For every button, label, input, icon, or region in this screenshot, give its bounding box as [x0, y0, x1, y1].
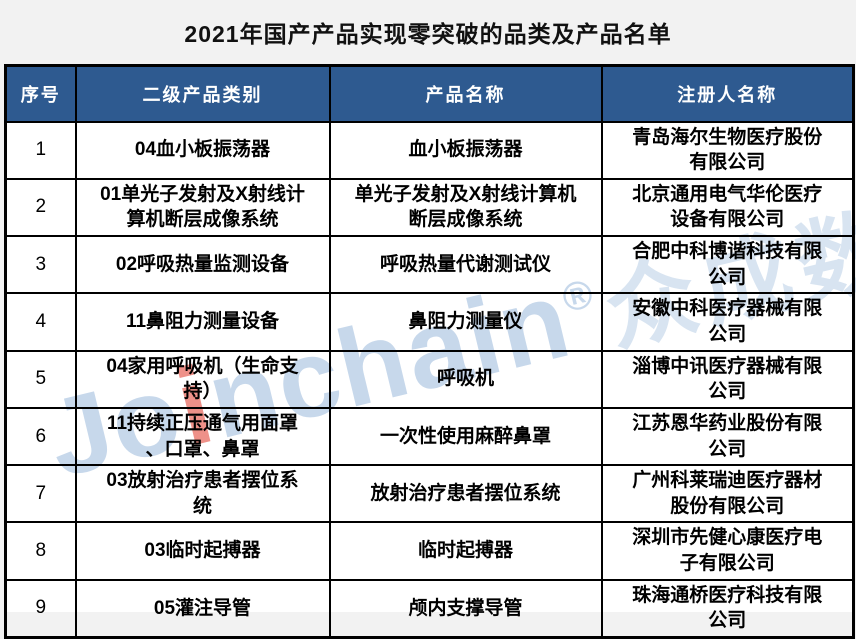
table-row: 6 11持续正压通气用面罩 、口罩、鼻罩 一次性使用麻醉鼻罩 江苏恩华药业股份有… [4, 406, 855, 467]
cell-product: 呼吸机 [328, 349, 603, 409]
table-row: 1 04血小板振荡器 血小板振荡器 青岛海尔生物医疗股份 有限公司 [4, 120, 855, 180]
cell-registrant: 青岛海尔生物医疗股份 有限公司 [600, 120, 855, 180]
cell-category: 04血小板振荡器 [74, 120, 331, 180]
cell-index: 6 [4, 406, 77, 467]
table-row: 5 04家用呼吸机（生命支 持） 呼吸机 淄博中讯医疗器械有限 公司 [4, 349, 855, 409]
col-header-registrant: 注册人名称 [600, 64, 855, 123]
col-header-category: 二级产品类别 [74, 64, 331, 123]
cell-product: 临时起搏器 [328, 521, 603, 581]
cell-product: 一次性使用麻醉鼻罩 [328, 406, 603, 467]
cell-product: 单光子发射及X射线计算机 断层成像系统 [328, 177, 603, 238]
cell-index: 8 [4, 521, 77, 581]
cell-index: 9 [4, 578, 77, 639]
cell-category: 11持续正压通气用面罩 、口罩、鼻罩 [74, 406, 331, 467]
cell-registrant: 淄博中讯医疗器械有限 公司 [600, 349, 855, 409]
table-row: 3 02呼吸热量监测设备 呼吸热量代谢测试仪 合肥中科博谐科技有限 公司 [4, 235, 855, 295]
table-row: 9 05灌注导管 颅内支撑导管 珠海通桥医疗科技有限 公司 [4, 578, 855, 639]
col-header-product: 产品名称 [328, 64, 603, 123]
col-header-index: 序号 [4, 64, 77, 123]
page-title-bar: 2021年国产产品实现零突破的品类及产品名单 [0, 0, 856, 64]
cell-registrant: 合肥中科博谐科技有限 公司 [600, 235, 855, 295]
products-table: 序号 二级产品类别 产品名称 注册人名称 1 04血小板振荡器 血小板振荡器 青… [4, 64, 855, 639]
cell-index: 4 [4, 292, 77, 352]
cell-category: 11鼻阻力测量设备 [74, 292, 331, 352]
cell-registrant: 北京通用电气华伦医疗 设备有限公司 [600, 177, 855, 238]
cell-registrant: 深圳市先健心康医疗电 子有限公司 [600, 521, 855, 581]
cell-registrant: 珠海通桥医疗科技有限 公司 [600, 578, 855, 639]
cell-category: 02呼吸热量监测设备 [74, 235, 331, 295]
cell-product: 颅内支撑导管 [328, 578, 603, 639]
cell-index: 3 [4, 235, 77, 295]
header-row: 序号 二级产品类别 产品名称 注册人名称 [4, 64, 855, 123]
cell-category: 03放射治疗患者摆位系 统 [74, 464, 331, 524]
cell-index: 5 [4, 349, 77, 409]
table-row: 4 11鼻阻力测量设备 鼻阻力测量仪 安徽中科医疗器械有限 公司 [4, 292, 855, 352]
cell-category: 04家用呼吸机（生命支 持） [74, 349, 331, 409]
cell-index: 1 [4, 120, 77, 180]
cell-product: 血小板振荡器 [328, 120, 603, 180]
table-row: 2 01单光子发射及X射线计 算机断层成像系统 单光子发射及X射线计算机 断层成… [4, 177, 855, 238]
cell-registrant: 江苏恩华药业股份有限 公司 [600, 406, 855, 467]
cell-product: 放射治疗患者摆位系统 [328, 464, 603, 524]
cell-category: 05灌注导管 [74, 578, 331, 639]
cell-category: 03临时起搏器 [74, 521, 331, 581]
cell-category: 01单光子发射及X射线计 算机断层成像系统 [74, 177, 331, 238]
page-title: 2021年国产产品实现零突破的品类及产品名单 [184, 21, 672, 47]
cell-index: 2 [4, 177, 77, 238]
table-row: 8 03临时起搏器 临时起搏器 深圳市先健心康医疗电 子有限公司 [4, 521, 855, 581]
table-row: 7 03放射治疗患者摆位系 统 放射治疗患者摆位系统 广州科莱瑞迪医疗器材 股份… [4, 464, 855, 524]
cell-product: 鼻阻力测量仪 [328, 292, 603, 352]
cell-index: 7 [4, 464, 77, 524]
cell-product: 呼吸热量代谢测试仪 [328, 235, 603, 295]
cell-registrant: 广州科莱瑞迪医疗器材 股份有限公司 [600, 464, 855, 524]
cell-registrant: 安徽中科医疗器械有限 公司 [600, 292, 855, 352]
